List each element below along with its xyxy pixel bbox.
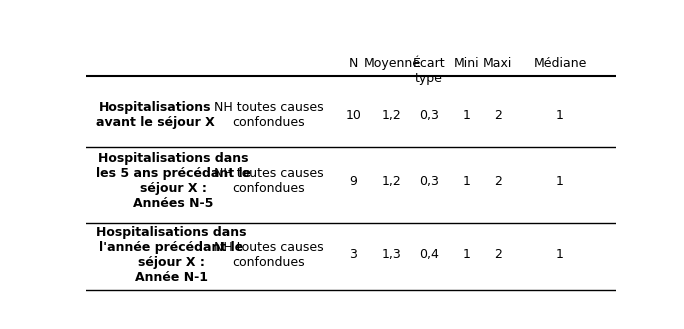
Text: Maxi: Maxi (483, 57, 512, 70)
Text: 1: 1 (556, 248, 564, 261)
Text: 2: 2 (494, 109, 502, 122)
Text: Médiane: Médiane (534, 57, 587, 70)
Text: 2: 2 (494, 175, 502, 188)
Text: NH toutes causes
confondues: NH toutes causes confondues (213, 241, 324, 269)
Text: NH toutes causes
confondues: NH toutes causes confondues (213, 167, 324, 195)
Text: Mini: Mini (453, 57, 479, 70)
Text: Hospitalisations dans
les 5 ans précédant le
séjour X :
Années N-5: Hospitalisations dans les 5 ans précédan… (96, 152, 251, 210)
Text: NH toutes causes
confondues: NH toutes causes confondues (213, 101, 324, 130)
Text: Écart
type: Écart type (412, 57, 445, 85)
Text: 1: 1 (556, 109, 564, 122)
Text: 1: 1 (462, 175, 470, 188)
Text: Hospitalisations dans
l'année précédant le
séjour X :
Année N-1: Hospitalisations dans l'année précédant … (96, 226, 247, 284)
Text: Moyenne: Moyenne (363, 57, 421, 70)
Text: 1,2: 1,2 (382, 175, 402, 188)
Text: 0,4: 0,4 (419, 248, 439, 261)
Text: 9: 9 (350, 175, 357, 188)
Text: 1: 1 (556, 175, 564, 188)
Text: 1: 1 (462, 109, 470, 122)
Text: Hospitalisations
avant le séjour X: Hospitalisations avant le séjour X (96, 101, 215, 130)
Text: 0,3: 0,3 (419, 109, 439, 122)
Text: 10: 10 (345, 109, 361, 122)
Text: N: N (349, 57, 358, 70)
Text: 1,2: 1,2 (382, 109, 402, 122)
Text: 1: 1 (462, 248, 470, 261)
Text: 1,3: 1,3 (382, 248, 402, 261)
Text: 3: 3 (350, 248, 357, 261)
Text: 0,3: 0,3 (419, 175, 439, 188)
Text: 2: 2 (494, 248, 502, 261)
